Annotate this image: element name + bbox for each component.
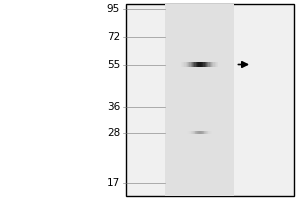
Bar bbox=[203, 131, 204, 134]
Bar bbox=[217, 62, 218, 67]
Bar bbox=[202, 131, 203, 134]
Text: 95: 95 bbox=[107, 4, 120, 14]
Text: 17: 17 bbox=[107, 178, 120, 188]
Bar bbox=[192, 62, 193, 67]
Bar bbox=[216, 62, 217, 67]
Bar bbox=[191, 131, 192, 134]
Bar bbox=[204, 131, 205, 134]
Bar bbox=[126, 4, 294, 196]
Bar bbox=[205, 62, 206, 67]
Text: 36: 36 bbox=[107, 102, 120, 112]
Bar bbox=[209, 131, 210, 134]
Bar bbox=[201, 62, 202, 67]
Bar bbox=[198, 62, 200, 67]
Bar bbox=[187, 62, 188, 67]
Bar bbox=[197, 62, 198, 67]
Bar bbox=[188, 131, 189, 134]
Bar bbox=[192, 131, 193, 134]
Bar bbox=[207, 131, 208, 134]
Bar bbox=[193, 62, 194, 67]
Bar bbox=[199, 131, 200, 134]
Bar bbox=[200, 131, 201, 134]
Bar bbox=[194, 131, 195, 134]
Bar bbox=[201, 131, 202, 134]
Bar bbox=[211, 62, 212, 67]
Bar bbox=[194, 62, 196, 67]
Bar bbox=[206, 62, 207, 67]
Bar bbox=[189, 62, 190, 67]
Text: 55: 55 bbox=[107, 60, 120, 70]
Bar bbox=[197, 131, 198, 134]
Bar bbox=[186, 62, 187, 67]
Text: 28: 28 bbox=[107, 128, 120, 138]
Bar bbox=[208, 62, 210, 67]
Bar bbox=[183, 62, 184, 67]
Bar bbox=[206, 131, 207, 134]
Bar bbox=[196, 131, 197, 134]
Bar bbox=[181, 62, 182, 67]
Text: CEM: CEM bbox=[186, 0, 213, 2]
Bar bbox=[165, 4, 234, 196]
Bar bbox=[193, 131, 194, 134]
Bar bbox=[200, 62, 201, 67]
Bar bbox=[196, 62, 197, 67]
Bar bbox=[190, 62, 192, 67]
Bar bbox=[190, 131, 191, 134]
Bar bbox=[203, 62, 205, 67]
Text: 72: 72 bbox=[107, 32, 120, 42]
Bar bbox=[189, 131, 190, 134]
Bar bbox=[195, 131, 196, 134]
Bar bbox=[210, 62, 211, 67]
Bar bbox=[182, 62, 183, 67]
Bar bbox=[207, 62, 208, 67]
Bar bbox=[213, 62, 215, 67]
Bar bbox=[198, 131, 199, 134]
Bar bbox=[184, 62, 186, 67]
Bar bbox=[202, 62, 203, 67]
Bar bbox=[208, 131, 209, 134]
Bar bbox=[212, 62, 213, 67]
Bar bbox=[205, 131, 206, 134]
Bar bbox=[210, 131, 211, 134]
Bar bbox=[215, 62, 216, 67]
Bar bbox=[188, 62, 189, 67]
